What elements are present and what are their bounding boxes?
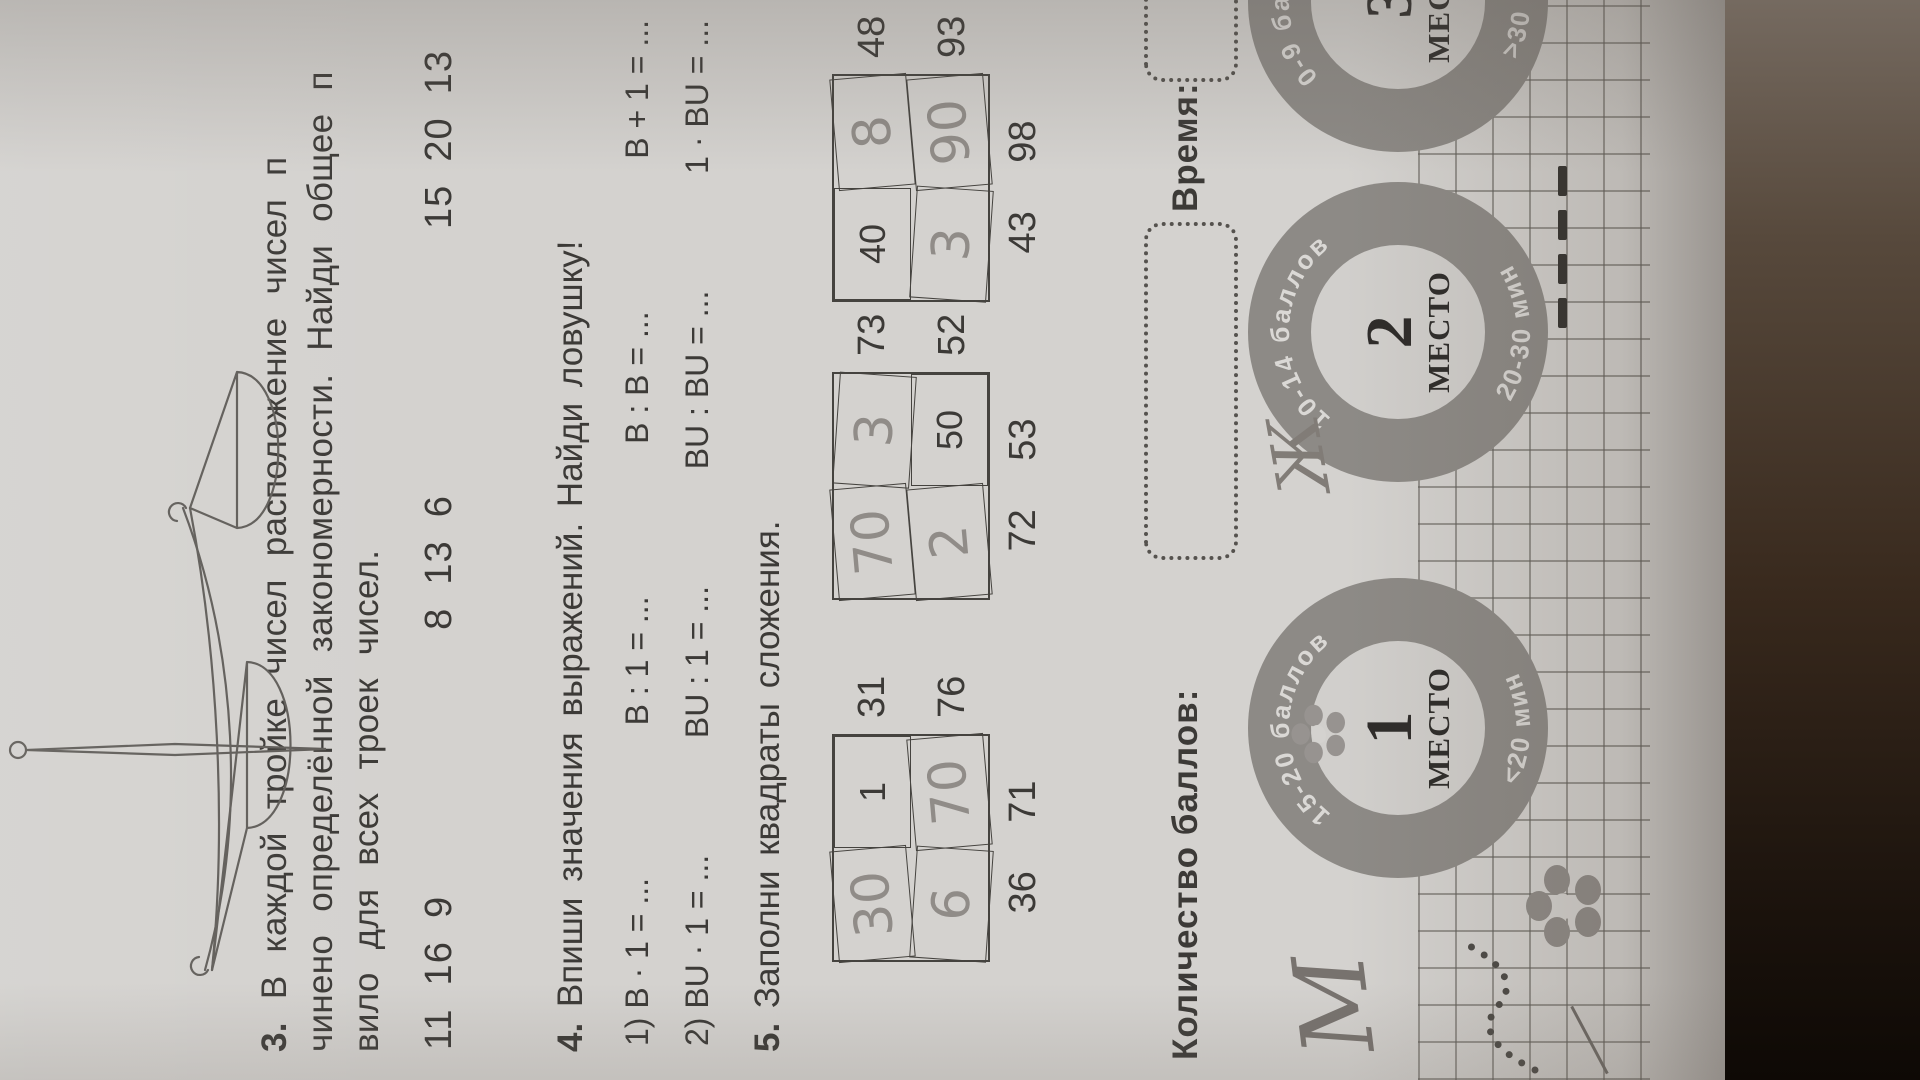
badge-rank-word: МЕСТО: [1421, 271, 1456, 393]
square-cell: 40: [834, 188, 911, 300]
flower-icon: [1526, 865, 1601, 947]
square-cell-handwritten: 70: [829, 482, 916, 602]
badge-rank: 3: [1353, 0, 1426, 19]
scale-right-pan: [188, 370, 280, 530]
expression: 1 · ВU = ...: [679, 20, 715, 174]
row-sums: 73 52: [850, 313, 973, 356]
expression: ВU : 1 = ...: [679, 586, 715, 739]
addition-square-grid: 40 8 3 90: [829, 72, 994, 303]
square-cell-handwritten: 3: [909, 185, 994, 303]
expression: ВU : ВU = ...: [679, 290, 715, 470]
square-cell: 1: [834, 736, 911, 848]
task4-title: 4. Впиши значения выражений. Найди ловуш…: [551, 240, 590, 1052]
task5-title: 5. Заполни квадраты сложения.: [748, 520, 787, 1052]
dash: [1558, 166, 1567, 196]
flower-icon: [1291, 704, 1345, 764]
column-sums: 72 53: [1002, 418, 1044, 552]
badge-center: [1311, 0, 1485, 89]
task4-expressions-row1: 1) В · 1 = ... В : 1 = ... В : В = ... В…: [619, 20, 656, 1046]
addition-square-3: 40 8 3 90 48 93 43 98: [829, 16, 1044, 303]
addition-square-grid: 70 3 2 50: [829, 371, 993, 602]
addition-square-2: 70 3 2 50 73 52 72 53: [829, 314, 1044, 602]
row-sums: 48 93: [850, 15, 973, 58]
expression: В : В = ...: [619, 311, 655, 444]
dash: [1558, 210, 1567, 240]
scale-beam: [181, 506, 233, 972]
addition-square-grid: 30 1 6 70: [829, 732, 994, 964]
ornament-letter-zh: Ж: [1251, 408, 1347, 501]
time-label: Время:: [1166, 82, 1205, 212]
square-cell-handwritten: 8: [829, 72, 916, 192]
badge-rank-word: МЕСТО: [1421, 0, 1456, 63]
balance-scale-illustration: [8, 370, 327, 977]
scale-pointer-needle: [26, 742, 327, 757]
badge-center: [1311, 245, 1485, 419]
badge-rank-word: МЕСТО: [1421, 667, 1456, 789]
square-cell-handwritten: 30: [829, 844, 916, 964]
square-cell: 50: [911, 374, 988, 486]
task5-number: 5.: [748, 1022, 787, 1052]
task3-number: 3.: [255, 1022, 294, 1052]
badge-second-place: 10-14 баллов 20-30 мин 2 МЕСТО: [1248, 182, 1548, 482]
scale-left-hook: [189, 955, 210, 977]
badge-center: [1311, 641, 1485, 815]
square-cell-handwritten: 3: [832, 371, 917, 489]
triple-2: 8 13 6: [418, 495, 460, 630]
task3-number-triples: 11 16 9 8 13 6 15 20 13: [418, 50, 461, 1050]
expression: В : 1 = ...: [619, 596, 655, 726]
dotted-squiggle-doodle: [1458, 938, 1539, 1074]
score-label: Количество баллов:: [1166, 688, 1205, 1060]
scale-beam: [188, 506, 221, 972]
expression: 1) В · 1 = ...: [619, 877, 655, 1046]
badge-rank: 1: [1353, 712, 1426, 745]
square-cell-handwritten: 6: [909, 845, 994, 963]
handwritten-letter-m: М: [1272, 947, 1398, 1061]
triple-3: 15 20 13: [418, 50, 460, 230]
dash: [1558, 298, 1567, 328]
square-cell-handwritten: 2: [906, 482, 993, 602]
scale-left-pan: [210, 660, 292, 972]
time-entry-box: [1144, 0, 1238, 82]
badge-rank: 2: [1353, 316, 1426, 349]
column-sums: 36 71: [1002, 780, 1044, 914]
expression: 2) ВU · 1 = ...: [679, 854, 715, 1046]
triple-1: 11 16 9: [418, 895, 460, 1050]
scale-hanger-ring: [8, 740, 28, 760]
score-entry-box: [1144, 222, 1238, 560]
square-cell-handwritten: 70: [906, 732, 993, 852]
row-sums: 31 76: [850, 675, 973, 718]
dash-marks: [1558, 166, 1567, 328]
badge-third-place: 0-9 баллов >30 мин 3 МЕСТО: [1248, 0, 1548, 152]
workbook-page: 3. В каждой тройке чисел расположение чи…: [0, 0, 1725, 1080]
badge-first-place: 15-20 баллов <20 мин 1 МЕСТО: [1248, 578, 1548, 878]
addition-square-1: 30 1 6 70 31 76 36 71: [829, 676, 1044, 964]
scale-right-hook: [167, 501, 188, 523]
task4-expressions-row2: 2) ВU · 1 = ... ВU : 1 = ... ВU : ВU = .…: [679, 20, 716, 1046]
column-sums: 43 98: [1002, 120, 1044, 254]
task3-line3: вило для всех троек чисел.: [347, 549, 386, 1052]
square-cell-handwritten: 90: [906, 72, 993, 192]
expression: В + 1 = ...: [619, 20, 655, 159]
dash: [1558, 254, 1567, 284]
task4-number: 4.: [551, 1022, 590, 1052]
